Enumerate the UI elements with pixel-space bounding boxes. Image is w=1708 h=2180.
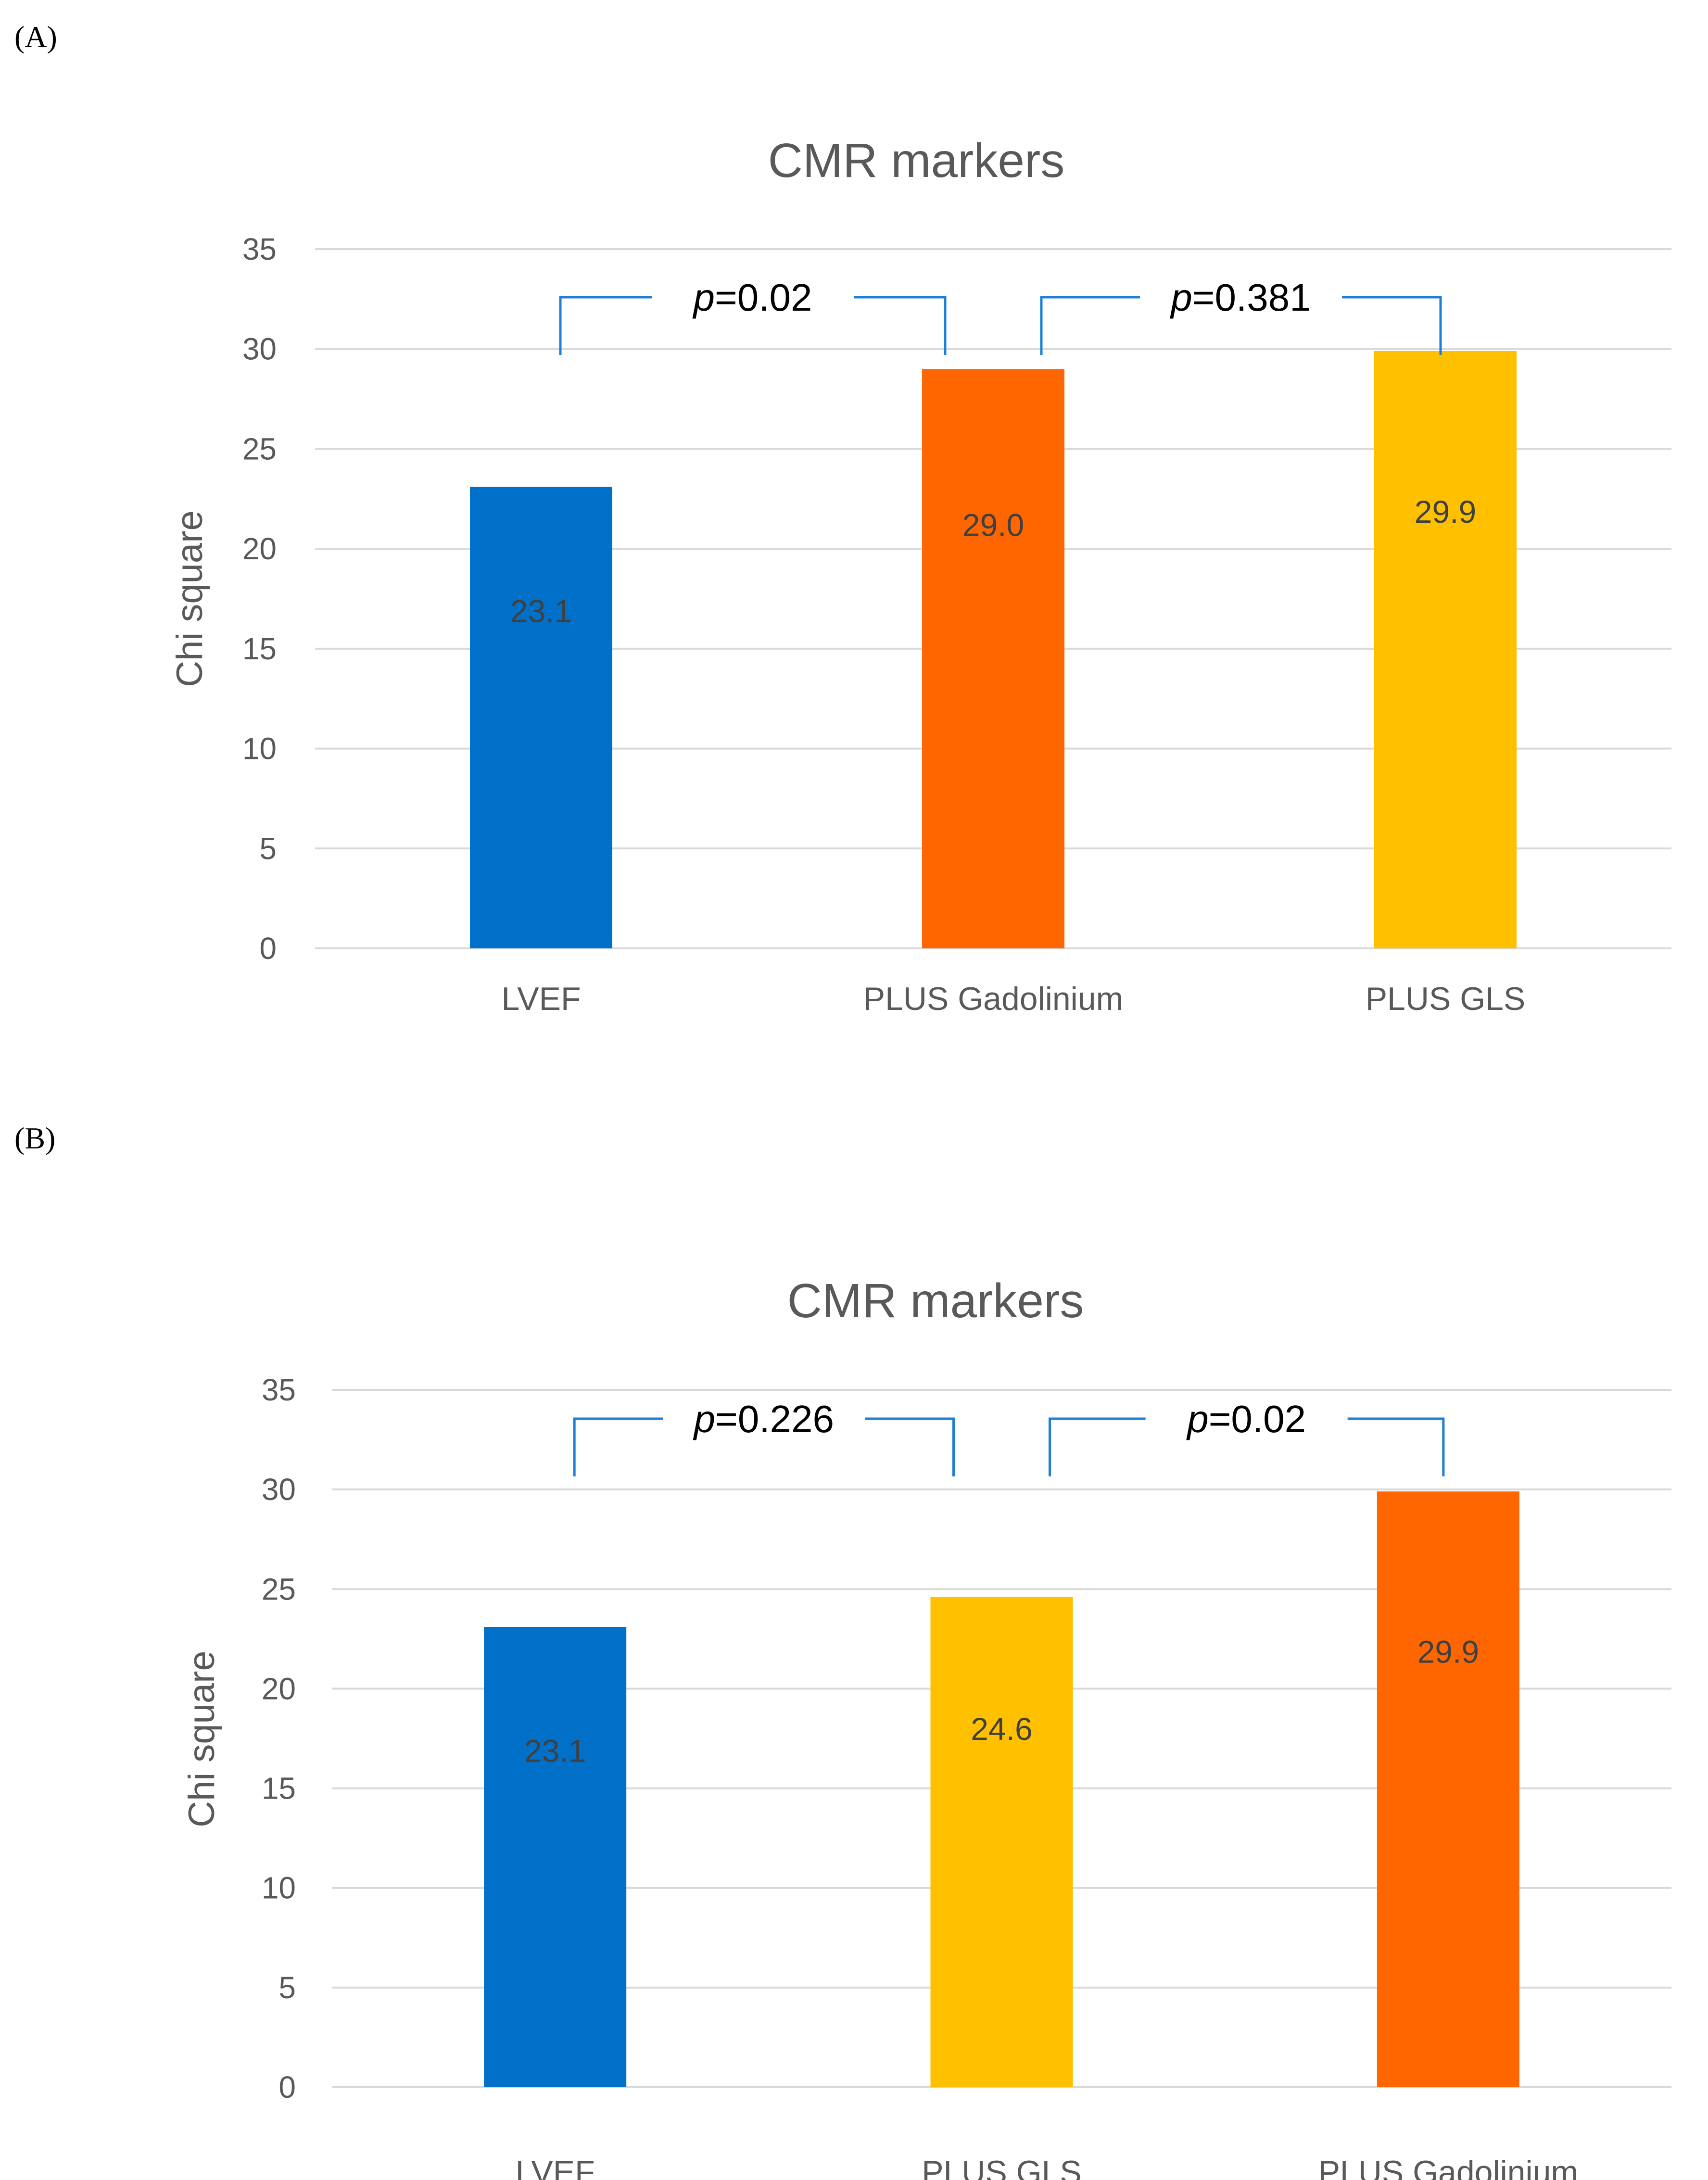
significance-bracket bbox=[1342, 296, 1442, 355]
bar-value-label: 24.6 bbox=[971, 1711, 1032, 1747]
x-category-label: LVEF bbox=[516, 2154, 595, 2180]
y-tick-label: 0 bbox=[278, 2070, 296, 2104]
y-tick-label: 30 bbox=[242, 332, 277, 366]
p-value-label: p=0.02 bbox=[1186, 1398, 1306, 1440]
p-value-label: p=0.381 bbox=[1170, 276, 1311, 319]
p-value-number: =0.381 bbox=[1192, 276, 1311, 319]
y-tick-label: 5 bbox=[259, 831, 277, 866]
p-value-label: p=0.226 bbox=[693, 1398, 834, 1440]
bar-plus-gls bbox=[1374, 351, 1517, 948]
x-category-label: LVEF bbox=[501, 981, 581, 1017]
y-tick-label: 20 bbox=[242, 531, 277, 566]
bar-lvef bbox=[470, 487, 612, 948]
bar-value-label: 23.1 bbox=[524, 1733, 586, 1768]
y-tick-label: 30 bbox=[262, 1472, 296, 1507]
significance-bracket bbox=[1040, 296, 1140, 355]
bar-plus-gadolinium bbox=[922, 369, 1064, 949]
significance-bracket bbox=[559, 296, 652, 355]
significance-bracket bbox=[573, 1417, 663, 1476]
significance-bracket bbox=[865, 1417, 955, 1476]
p-value-symbol: p bbox=[693, 276, 715, 319]
p-value-symbol: p bbox=[693, 1398, 716, 1440]
x-category-label: PLUS GLS bbox=[922, 2154, 1082, 2180]
y-tick-label: 10 bbox=[242, 731, 277, 766]
y-tick-label: 35 bbox=[242, 232, 277, 266]
significance-bracket bbox=[854, 296, 947, 355]
y-tick-label: 25 bbox=[262, 1572, 296, 1606]
p-value-label: p=0.02 bbox=[693, 276, 812, 319]
y-axis-label: Chi square bbox=[181, 1651, 222, 1827]
chart-title: CMR markers bbox=[787, 1274, 1084, 1328]
p-value-number: =0.02 bbox=[1209, 1398, 1306, 1440]
significance-bracket bbox=[1049, 1417, 1146, 1476]
bar-plus-gls bbox=[930, 1597, 1073, 2087]
y-tick-label: 35 bbox=[262, 1373, 296, 1407]
x-category-label: PLUS GLS bbox=[1366, 981, 1526, 1017]
y-tick-label: 15 bbox=[242, 631, 277, 666]
y-axis-label: Chi square bbox=[169, 510, 210, 687]
chart-b: CMR markers 0 5 10 15 20 25 30 35 Chi square 23.1 L… bbox=[181, 1274, 1671, 2180]
bar-value-label: 23.1 bbox=[510, 593, 572, 629]
panel-b-label: (B) bbox=[14, 1121, 56, 1155]
bar-value-label: 29.9 bbox=[1415, 494, 1476, 529]
chart-title: CMR markers bbox=[768, 134, 1065, 188]
bar-plus-gadolinium bbox=[1377, 1491, 1519, 2087]
bar-value-label: 29.0 bbox=[962, 507, 1024, 543]
y-tick-label: 15 bbox=[262, 1771, 296, 1806]
p-value-number: =0.226 bbox=[715, 1398, 834, 1440]
significance-bracket bbox=[1347, 1417, 1445, 1476]
y-tick-label: 0 bbox=[259, 931, 277, 966]
y-tick-label: 20 bbox=[262, 1671, 296, 1706]
y-tick-label: 10 bbox=[262, 1871, 296, 1905]
chart-a: CMR markers 0 5 10 15 20 25 30 35 Chi square 23.1 L… bbox=[169, 134, 1671, 1017]
x-category-label: PLUS Gadolinium bbox=[863, 981, 1123, 1017]
panel-a-label: (A) bbox=[14, 20, 57, 54]
p-value-number: =0.02 bbox=[715, 276, 812, 319]
bar-value-label: 29.9 bbox=[1417, 1634, 1479, 1670]
bar-lvef bbox=[484, 1627, 627, 2087]
y-tick-label: 25 bbox=[242, 431, 277, 466]
p-value-symbol: p bbox=[1170, 276, 1192, 319]
p-value-symbol: p bbox=[1186, 1398, 1209, 1440]
x-category-label: PLUS Gadolinium bbox=[1318, 2154, 1578, 2180]
y-tick-label: 5 bbox=[278, 1970, 296, 2005]
